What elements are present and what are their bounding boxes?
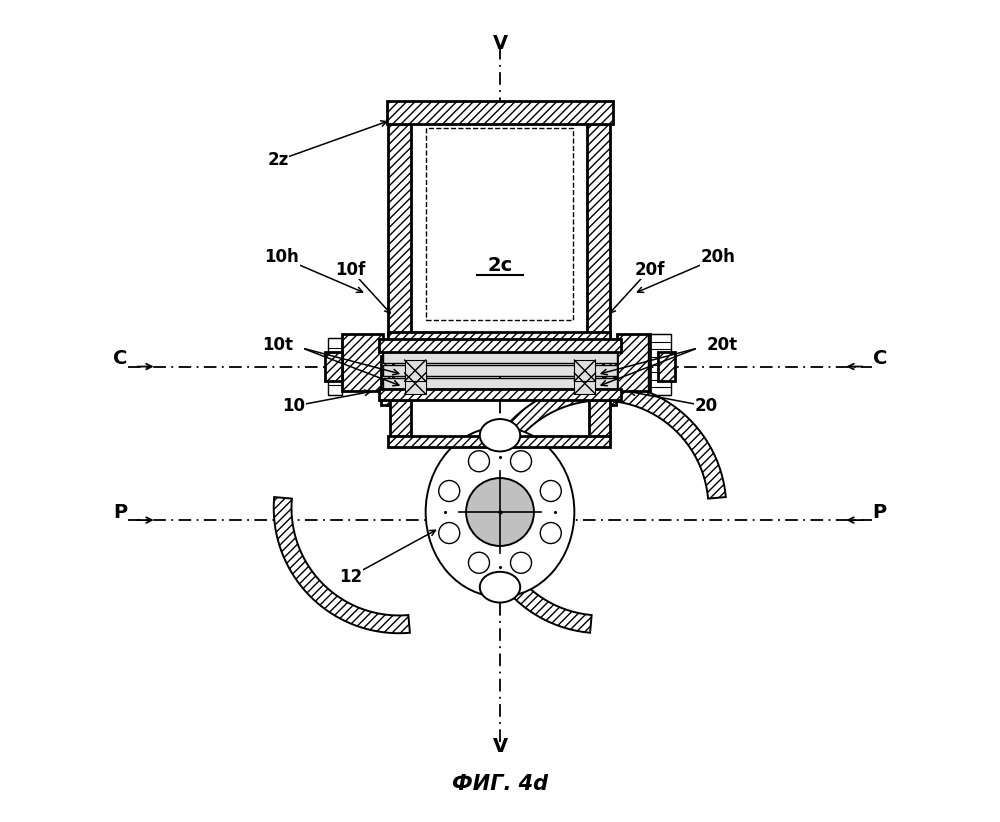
Bar xyxy=(342,335,383,390)
Ellipse shape xyxy=(466,478,534,546)
Text: 2c: 2c xyxy=(487,256,513,275)
Bar xyxy=(379,339,621,352)
Text: 20f: 20f xyxy=(634,261,665,279)
Bar xyxy=(383,352,617,363)
Ellipse shape xyxy=(439,523,460,543)
Text: 10t: 10t xyxy=(262,335,293,353)
Text: 12: 12 xyxy=(339,568,362,585)
Bar xyxy=(381,356,393,404)
Bar xyxy=(405,360,426,381)
Ellipse shape xyxy=(540,523,561,543)
Text: 20t: 20t xyxy=(707,335,738,353)
Text: P: P xyxy=(873,502,887,521)
Bar xyxy=(648,335,671,395)
Bar xyxy=(411,124,587,335)
Bar xyxy=(587,124,610,335)
Text: 20h: 20h xyxy=(701,248,736,266)
Bar xyxy=(388,124,411,335)
Ellipse shape xyxy=(511,552,532,573)
Bar xyxy=(574,360,595,381)
Bar xyxy=(390,400,411,436)
Text: ФИГ. 4d: ФИГ. 4d xyxy=(452,774,548,794)
Bar xyxy=(589,400,610,436)
Text: 20: 20 xyxy=(695,397,718,415)
Bar xyxy=(388,332,610,345)
Bar xyxy=(328,339,342,395)
Polygon shape xyxy=(274,497,410,633)
Bar xyxy=(411,124,587,335)
Bar xyxy=(379,389,621,400)
Ellipse shape xyxy=(468,552,489,573)
Bar xyxy=(387,101,613,124)
Text: 10: 10 xyxy=(282,397,305,415)
Ellipse shape xyxy=(540,481,561,501)
Text: 2z: 2z xyxy=(267,151,288,169)
Text: 10h: 10h xyxy=(264,248,299,266)
Bar xyxy=(383,378,617,389)
Ellipse shape xyxy=(511,450,532,472)
Bar xyxy=(603,356,616,404)
Bar xyxy=(484,435,516,446)
Bar xyxy=(388,436,610,446)
Ellipse shape xyxy=(426,427,574,597)
Polygon shape xyxy=(476,383,726,633)
Bar xyxy=(658,352,675,381)
Bar xyxy=(574,373,595,394)
Text: V: V xyxy=(492,34,508,53)
Ellipse shape xyxy=(439,481,460,501)
Text: C: C xyxy=(873,349,887,368)
Ellipse shape xyxy=(480,572,520,603)
Bar xyxy=(405,373,426,394)
Bar xyxy=(426,128,573,320)
Bar xyxy=(325,352,342,381)
Ellipse shape xyxy=(468,450,489,472)
Text: 10f: 10f xyxy=(335,261,366,279)
Bar xyxy=(617,335,650,390)
Text: V: V xyxy=(492,737,508,756)
Bar xyxy=(383,365,617,376)
Text: C: C xyxy=(113,349,127,368)
Ellipse shape xyxy=(480,419,520,451)
Text: P: P xyxy=(113,502,127,521)
